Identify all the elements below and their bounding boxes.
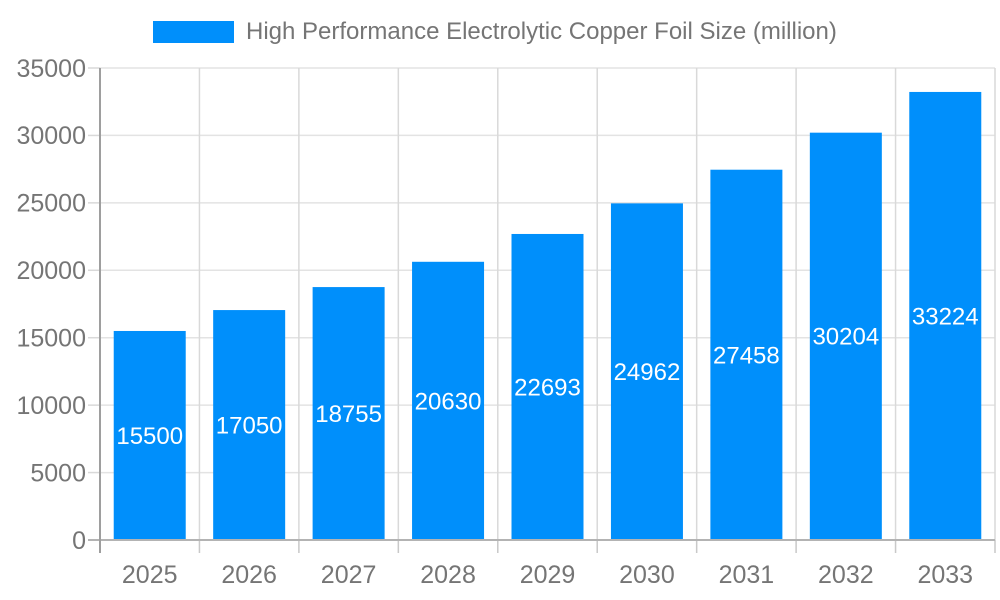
x-tick-label: 2028 [420,561,476,589]
y-tick-label: 5000 [30,459,86,487]
bar-2027[interactable] [312,287,385,540]
bar-2028[interactable] [412,261,485,540]
y-tick-label: 10000 [16,392,86,420]
bar-2030[interactable] [610,203,683,540]
legend-label: High Performance Electrolytic Copper Foi… [246,18,837,45]
bar-value-label: 24962 [614,359,681,386]
bar-value-label: 27458 [713,342,780,369]
y-tick-label: 35000 [16,55,86,83]
chart-legend[interactable]: High Performance Electrolytic Copper Foi… [153,18,837,46]
x-tick-label: 2032 [818,561,874,589]
y-tick-label: 25000 [16,190,86,218]
x-tick-label: 2027 [321,561,377,589]
bar-2032[interactable] [809,132,882,540]
y-tick-label: 15000 [16,324,86,352]
bar-2026[interactable] [213,310,286,540]
x-tick-label: 2025 [122,561,178,589]
bar-2025[interactable] [113,330,186,540]
legend-swatch [153,21,234,43]
bar-value-label: 18755 [315,401,382,428]
bar-2029[interactable] [511,233,584,540]
bar-value-label: 15500 [116,423,183,450]
y-tick-label: 30000 [16,122,86,150]
x-tick-label: 2033 [917,561,973,589]
y-tick-label: 20000 [16,257,86,285]
bar-2033[interactable] [909,91,982,541]
bar-value-label: 30204 [812,324,879,351]
bar-value-label: 33224 [912,303,979,330]
x-tick-label: 2031 [719,561,775,589]
bar-value-label: 20630 [415,388,482,415]
bar-value-label: 17050 [216,412,283,439]
x-tick-label: 2030 [619,561,675,589]
y-tick-label: 0 [72,527,86,555]
x-tick-label: 2029 [520,561,576,589]
bar-2031[interactable] [710,169,783,540]
bar-value-label: 22693 [514,374,581,401]
x-tick-label: 2026 [221,561,277,589]
